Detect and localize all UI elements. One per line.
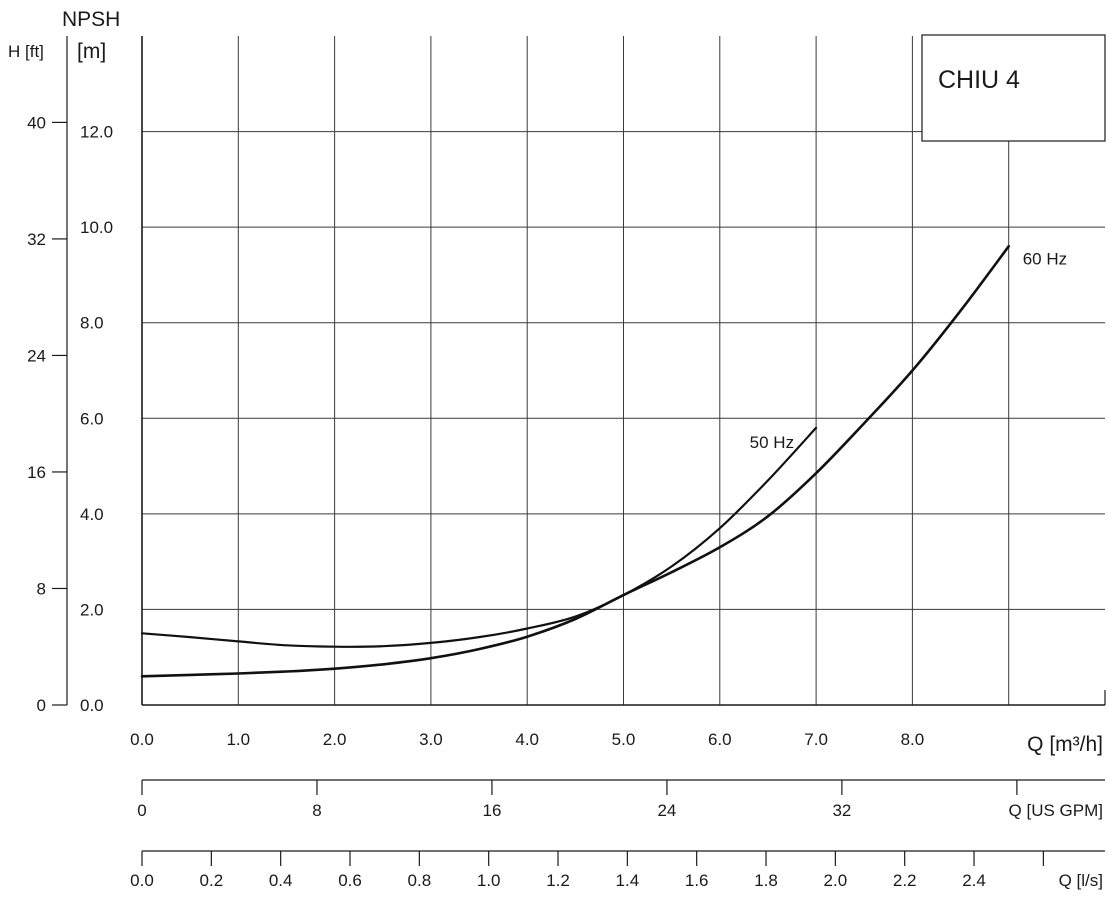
tick-label-m3h: 1.0 (226, 730, 250, 749)
tick-label-m: 12.0 (80, 123, 113, 142)
tick-label-m: 4.0 (80, 505, 104, 524)
tick-label-m: 6.0 (80, 409, 104, 428)
tick-label-m3h: 8.0 (901, 730, 925, 749)
tick-label-ft: 16 (27, 463, 46, 482)
tick-label-ft: 32 (27, 230, 46, 249)
tick-label-m3h: 4.0 (515, 730, 539, 749)
tick-label-m: 10.0 (80, 218, 113, 237)
tick-label-ft: 8 (37, 579, 46, 598)
tick-label-ls: 1.8 (754, 871, 778, 890)
tick-label-gpm: 0 (137, 801, 146, 820)
tick-label-m: 2.0 (80, 600, 104, 619)
x-label-ls: Q [l/s] (1059, 871, 1103, 890)
tick-label-gpm: 24 (657, 801, 676, 820)
tick-label-m: 8.0 (80, 314, 104, 333)
axes (52, 36, 1106, 866)
tick-label-ls: 2.0 (824, 871, 848, 890)
title-box (921, 34, 1106, 142)
tick-label-m3h: 5.0 (612, 730, 636, 749)
tick-label-m3h: 0.0 (130, 730, 154, 749)
x-label-gpm: Q [US GPM] (1009, 801, 1103, 820)
tick-label-ls: 1.6 (685, 871, 709, 890)
tick-label-ft: 24 (27, 346, 46, 365)
tick-label-ls: 0.6 (338, 871, 362, 890)
tick-label-ft: 0 (37, 696, 46, 715)
tick-label-m: 0.0 (80, 696, 104, 715)
y-label-npsh: NPSH (62, 8, 120, 31)
tick-label-m3h: 6.0 (708, 730, 732, 749)
y-unit-ft: H [ft] (8, 42, 44, 61)
tick-label-ls: 0.8 (408, 871, 432, 890)
chart-title: CHIU 4 (938, 66, 1020, 94)
tick-label-ls: 1.0 (477, 871, 501, 890)
tick-label-ls: 1.2 (546, 871, 570, 890)
tick-label-ls: 1.4 (616, 871, 640, 890)
y-unit-m: [m] (77, 40, 106, 63)
tick-label-m3h: 2.0 (323, 730, 347, 749)
tick-label-ls: 0.4 (269, 871, 293, 890)
tick-label-gpm: 8 (312, 801, 321, 820)
series-label-50-hz: 50 Hz (750, 433, 794, 452)
tick-label-ft: 40 (27, 113, 46, 132)
series-line-60-hz (140, 245, 1010, 678)
x-label-m3h: Q [m³/h] (1027, 733, 1103, 756)
series-label-60-hz: 60 Hz (1023, 249, 1067, 268)
tick-label-gpm: 32 (832, 801, 851, 820)
tick-label-ls: 2.2 (893, 871, 917, 890)
tick-label-m3h: 3.0 (419, 730, 443, 749)
tick-label-ls: 2.4 (962, 871, 986, 890)
tick-label-ls: 0.2 (200, 871, 224, 890)
curves: 50 Hz 60 Hz (140, 245, 1067, 678)
grid (142, 36, 1105, 705)
tick-label-gpm: 16 (482, 801, 501, 820)
tick-labels: 0 8 16 24 32 40 0.0 2.0 4.0 6.0 8.0 10.0 12.0 0.0 1.0 2… (27, 113, 986, 890)
tick-label-ls: 0.0 (130, 871, 154, 890)
series-line-50-hz (140, 426, 818, 648)
tick-label-m3h: 7.0 (804, 730, 828, 749)
